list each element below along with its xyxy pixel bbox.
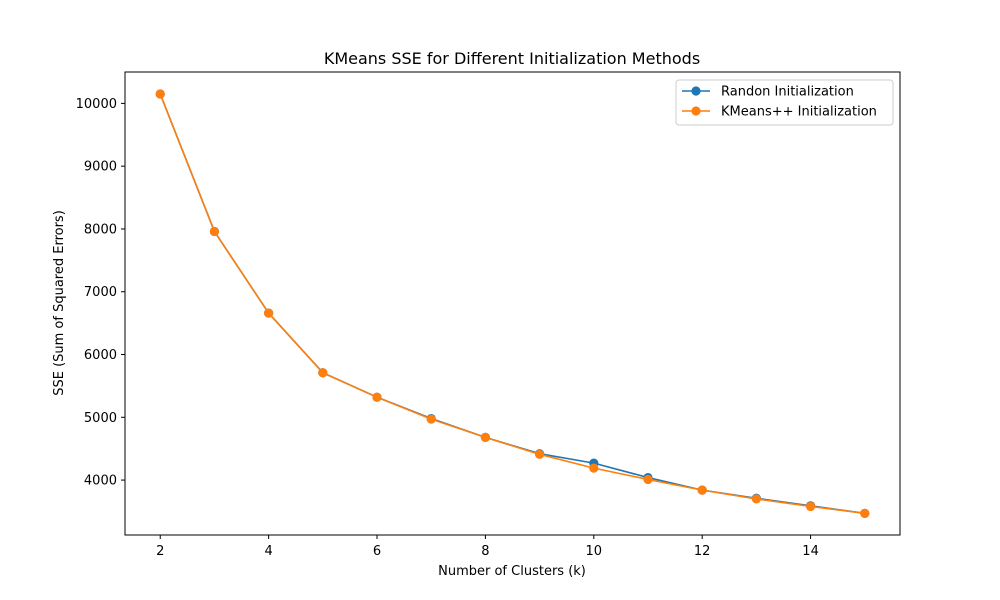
legend-entries: Randon Initialization KMeans++ Initializa… [682,85,877,120]
y-tick-label: 6000 [84,348,117,363]
x-tick-label: 12 [694,544,711,559]
y-tick-label: 9000 [84,160,117,175]
legend-marker [691,106,701,116]
legend-label: Randon Initialization [721,85,854,100]
data-point [860,508,870,518]
legend-box [675,79,894,126]
y-axis-title: SSE (Sum of Squared Errors) [52,210,67,396]
data-point [480,432,491,442]
x-tick-label: 6 [373,544,381,559]
series-line [159,93,865,515]
data-point [209,226,220,237]
data-point [697,485,707,495]
data-point [805,501,816,512]
x-axis-ticks: 2 4 6 8 10 12 14 [156,535,819,559]
y-tick-label: 8000 [84,222,117,237]
y-tick-label: 5000 [84,411,117,426]
legend: Randon Initialization KMeans++ Initializa… [675,79,894,126]
y-axis-ticks: 4000 5000 6000 7000 8000 9000 10000 [76,97,125,489]
plot-area-frame [124,71,901,536]
data-point [155,89,165,99]
y-tick-label: 4000 [84,474,117,489]
data-point [589,463,599,473]
legend-label: KMeans++ Initialization [721,105,877,120]
x-tick-label: 4 [264,544,272,559]
legend-marker [691,86,701,96]
x-tick-label: 8 [481,544,489,559]
data-point [318,368,328,378]
y-tick-label: 10000 [76,97,117,112]
x-axis-title: Number of Clusters (k) [438,564,586,579]
y-tick-label: 7000 [84,285,117,300]
x-tick-label: 14 [802,544,819,559]
data-point [372,392,382,402]
series-layer [155,89,870,518]
series-2 [155,89,870,518]
x-tick-label: 10 [586,544,603,559]
data-point [643,474,653,485]
data-point [751,494,761,504]
x-tick-label: 2 [156,544,164,559]
data-point [534,449,545,459]
data-point [426,414,436,424]
data-point [264,308,274,318]
chart-title: KMeans SSE for Different Initialization … [324,49,700,68]
